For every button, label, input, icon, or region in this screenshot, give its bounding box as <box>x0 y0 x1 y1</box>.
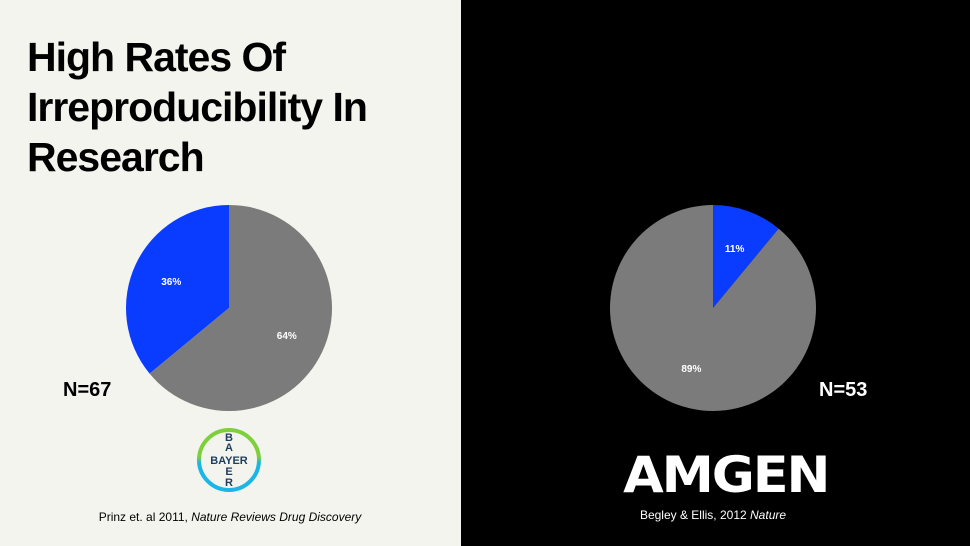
bayer-pie-chart: 36% 64% <box>125 205 332 411</box>
citation-journal: Nature <box>750 508 787 522</box>
svg-text:R: R <box>225 477 233 489</box>
amgen-logo: AMGEN <box>623 446 830 504</box>
pie-slice-reproducible <box>125 205 229 374</box>
citation-text: Begley & Ellis, 2012 <box>639 508 747 522</box>
amgen-n-label: N=53 <box>819 379 868 401</box>
svg-text:A: A <box>225 442 233 454</box>
pie-slice-irreproducible <box>149 205 332 411</box>
bayer-n-label: N=67 <box>63 379 112 401</box>
bayer-citation: Prinz et. al 2011, Nature Reviews Drug D… <box>60 510 400 524</box>
citation-text: Prinz et. al 2011, <box>98 510 188 524</box>
svg-text:B: B <box>225 432 233 444</box>
svg-text:BAYER: BAYER <box>210 455 248 467</box>
pie-slice-irreproducible <box>610 205 816 411</box>
amgen-citation: Begley & Ellis, 2012 Nature <box>563 508 863 522</box>
pie-data-label: 89% <box>681 364 701 375</box>
citation-journal: Nature Reviews Drug Discovery <box>191 510 362 524</box>
svg-text:E: E <box>225 466 232 478</box>
pie-data-label: 64% <box>277 331 297 342</box>
slide-title: High Rates Of Irreproducibility In Resea… <box>27 34 368 180</box>
pie-slice-reproducible <box>713 205 779 308</box>
pie-data-label: 11% <box>725 244 745 255</box>
bayer-logo: BAYER BA ER <box>197 428 261 492</box>
pie-data-label: 36% <box>161 277 181 288</box>
amgen-pie-chart: 11% 89% <box>610 205 816 411</box>
